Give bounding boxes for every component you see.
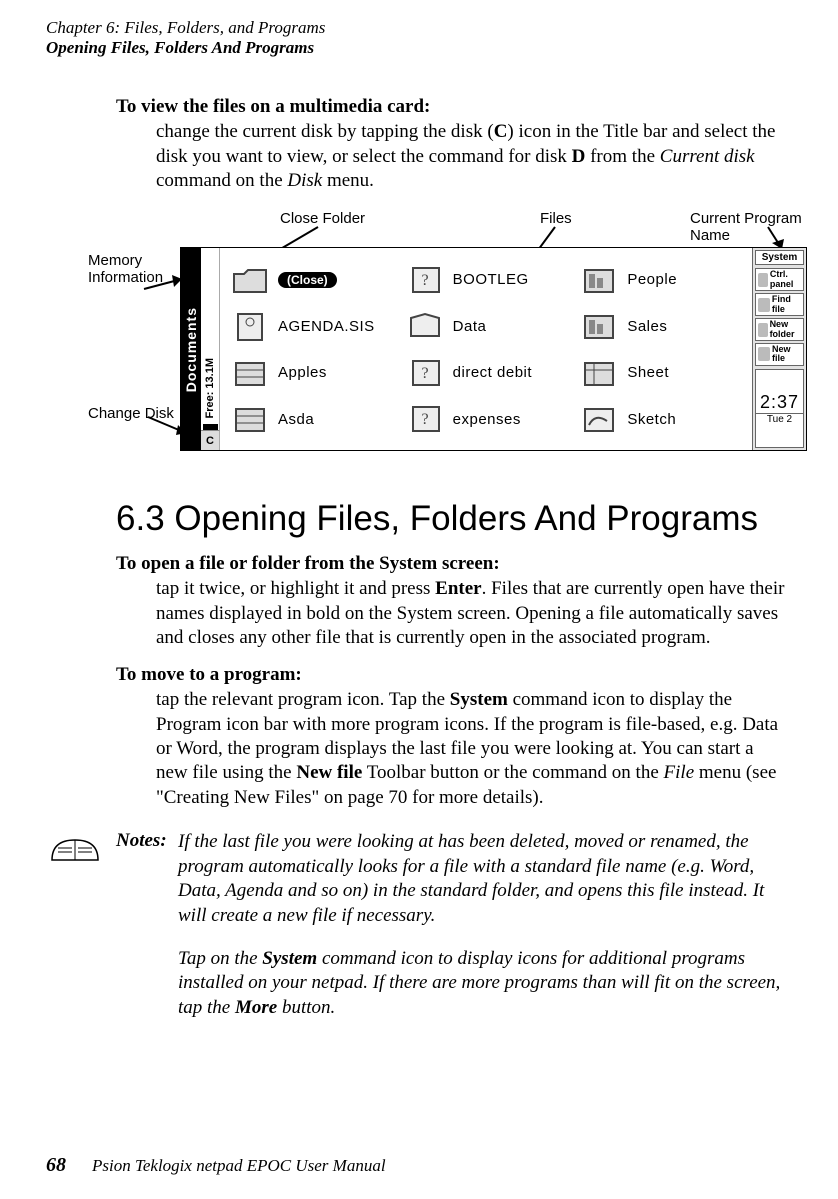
page-number: 68 [46,1154,66,1177]
file-item[interactable]: People [573,256,748,303]
screenshot-figure: Close Folder Files Current Program Name … [110,211,810,471]
file-item[interactable]: ?expenses [399,396,574,443]
open-title: To open a file or folder from the System… [116,553,786,575]
notes-block-1: Notes: If the last file you were looking… [116,830,786,929]
program-name-badge: System [755,250,804,265]
file-item[interactable]: Sales [573,303,748,350]
disk-selector[interactable]: C [201,430,220,450]
title-bar[interactable]: Documents [181,248,201,450]
file-item[interactable]: Sketch [573,396,748,443]
svg-text:?: ? [421,365,428,382]
close-folder-item[interactable]: (Close) [224,256,399,303]
chapter-header: Chapter 6: Files, Folders, and Programs [46,18,792,38]
file-item[interactable]: Sheet [573,349,748,396]
section-header: Opening Files, Folders And Programs [46,38,792,58]
toolbar-new-file[interactable]: New file [755,343,804,366]
svg-text:?: ? [421,272,428,289]
toolbar-ctrl-panel[interactable]: Ctrl. panel [755,268,804,291]
toolbar-find-file[interactable]: Find file [755,293,804,316]
file-item[interactable]: ?direct debit [399,349,574,396]
section-heading: 6.3 Opening Files, Folders And Programs [116,499,786,539]
file-item[interactable]: Apples [224,349,399,396]
file-grid: (Close) ?BOOTLEG People AGENDA.SIS Data … [220,248,752,450]
system-screen: Documents Free: 13.1M C (Close) ?BOOTLEG… [180,247,807,451]
open-body: tap it twice, or highlight it and press … [116,577,786,650]
notes-block-2: Tap on the System command icon to displa… [116,947,786,1021]
footer-title: Psion Teklogix netpad EPOC User Manual [92,1156,386,1176]
file-item[interactable]: Asda [224,396,399,443]
memory-strip[interactable]: Free: 13.1M [201,248,220,450]
svg-text:?: ? [421,411,428,428]
intro-title: To view the files on a multimedia card: [116,96,786,118]
right-toolbar: System Ctrl. panel Find file New folder … [752,248,806,450]
file-item[interactable]: ?BOOTLEG [399,256,574,303]
file-item[interactable]: AGENDA.SIS [224,303,399,350]
notes-icon [46,830,116,1021]
toolbar-clock[interactable]: 2:37Tue 2 [755,369,804,449]
move-body: tap the relevant program icon. Tap the S… [116,688,786,810]
move-title: To move to a program: [116,664,786,686]
file-item[interactable]: Data [399,303,574,350]
toolbar-new-folder[interactable]: New folder [755,318,804,341]
intro-body: change the current disk by tapping the d… [116,120,786,193]
